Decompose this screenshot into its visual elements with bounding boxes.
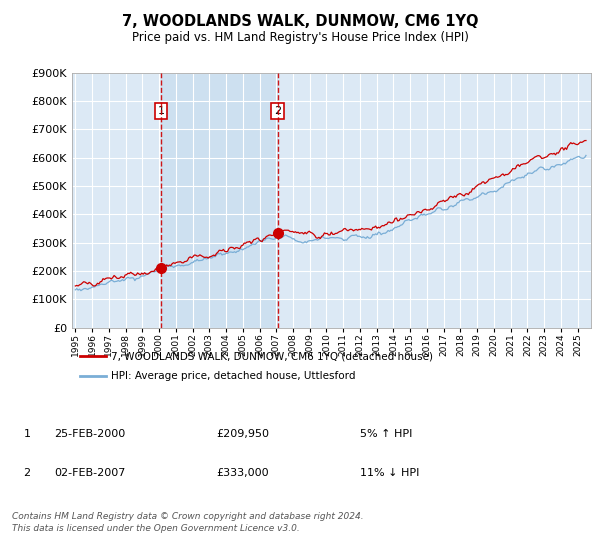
Text: HPI: Average price, detached house, Uttlesford: HPI: Average price, detached house, Uttl… (111, 371, 355, 381)
Text: £209,950: £209,950 (216, 429, 269, 439)
Text: Contains HM Land Registry data © Crown copyright and database right 2024.
This d: Contains HM Land Registry data © Crown c… (12, 512, 364, 533)
Text: 2: 2 (23, 468, 31, 478)
Text: £333,000: £333,000 (216, 468, 269, 478)
Text: 1: 1 (23, 429, 31, 439)
Text: 7, WOODLANDS WALK, DUNMOW, CM6 1YQ (detached house): 7, WOODLANDS WALK, DUNMOW, CM6 1YQ (deta… (111, 351, 433, 361)
Text: 2: 2 (274, 106, 281, 116)
Text: Price paid vs. HM Land Registry's House Price Index (HPI): Price paid vs. HM Land Registry's House … (131, 31, 469, 44)
Text: 11% ↓ HPI: 11% ↓ HPI (360, 468, 419, 478)
Text: 7, WOODLANDS WALK, DUNMOW, CM6 1YQ: 7, WOODLANDS WALK, DUNMOW, CM6 1YQ (122, 14, 478, 29)
Bar (161, 73, 278, 328)
Text: 5% ↑ HPI: 5% ↑ HPI (360, 429, 412, 439)
Text: 1: 1 (158, 106, 164, 116)
Text: 25-FEB-2000: 25-FEB-2000 (54, 429, 125, 439)
Text: 02-FEB-2007: 02-FEB-2007 (54, 468, 125, 478)
